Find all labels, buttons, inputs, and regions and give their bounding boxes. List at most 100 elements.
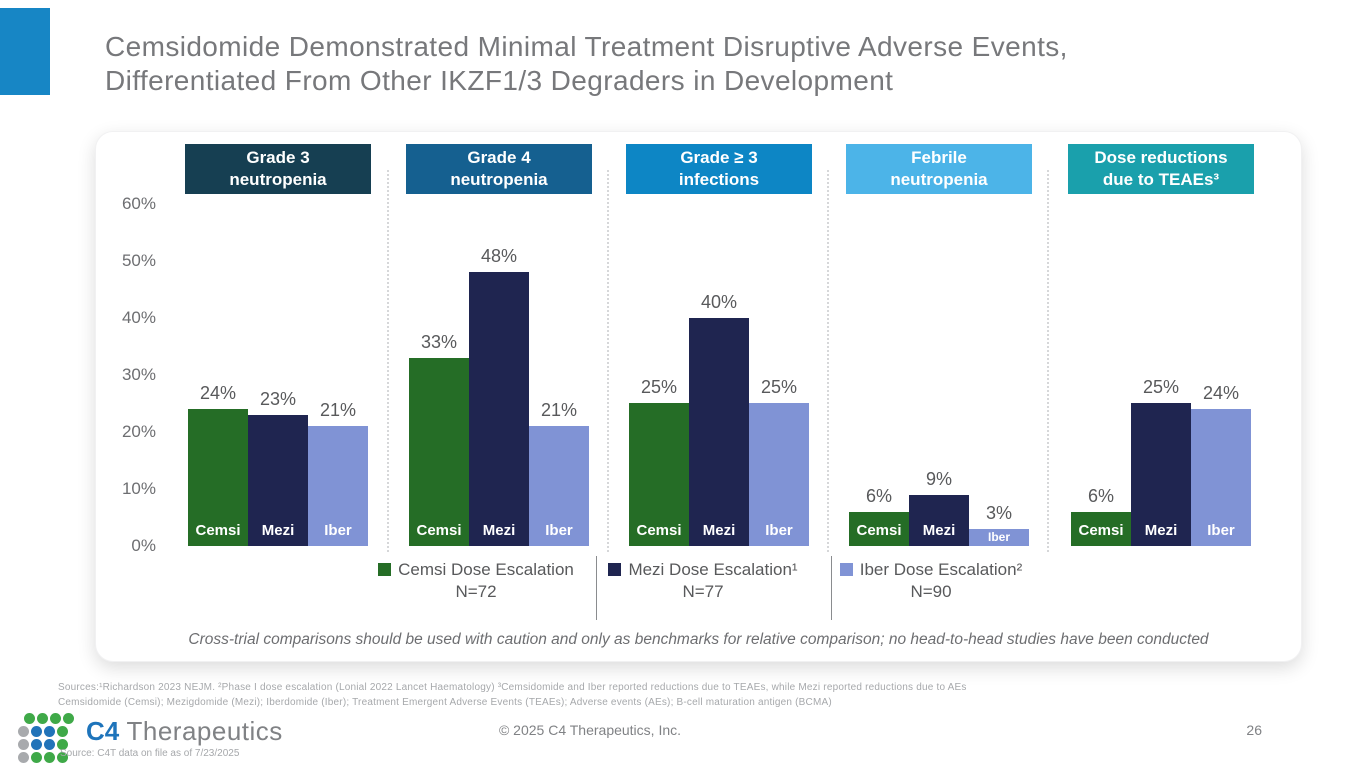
bar-iber: Iber <box>308 426 368 546</box>
chart-card: 60% 50% 40% 30% 20% 10% 0% Grade 3 neutr… <box>95 131 1302 662</box>
panel-febrile-neutropenia: Febrile neutropenia Cemsi Mezi Iber 6% 9… <box>846 144 1032 546</box>
panel-separator <box>607 170 609 552</box>
bar-value-label: 33% <box>420 332 458 352</box>
legend-item-iber: Iber Dose Escalation² N=90 <box>811 559 1051 603</box>
bar-group: Cemsi Mezi Iber 6% 25% 24% <box>1071 204 1251 546</box>
bar-series-label: Mezi <box>702 522 736 539</box>
legend-swatch-mezi <box>608 563 622 576</box>
panel-grade3plus-infections: Grade ≥ 3 infections Cemsi Mezi Iber 25%… <box>626 144 812 546</box>
bar-mezi: Mezi <box>689 318 749 546</box>
c4-therapeutics-logo: C4 Therapeutics <box>86 716 283 747</box>
legend-divider <box>596 556 597 620</box>
accent-bar <box>0 8 50 95</box>
legend-label: Cemsi Dose Escalation <box>398 560 574 579</box>
panel-header: Dose reductions due to TEAEs³ <box>1068 144 1254 194</box>
logo-c4: C4 <box>86 716 120 746</box>
panel-header: Febrile neutropenia <box>846 144 1032 194</box>
bar-value-label: 6% <box>865 486 892 506</box>
bar-cemsi: Cemsi <box>1071 512 1131 546</box>
panel-header-line1: Grade ≥ 3 <box>680 147 758 167</box>
panel-header-line1: Febrile <box>911 147 967 167</box>
caution-note: Cross-trial comparisons should be used w… <box>188 631 1209 648</box>
y-axis-tick: 0% <box>131 536 156 555</box>
panel-header-line1: Dose reductions <box>1094 147 1228 167</box>
bar-iber: Iber <box>529 426 589 546</box>
panel-header: Grade ≥ 3 infections <box>626 144 812 194</box>
legend-swatch-iber <box>839 563 853 576</box>
legend-n: N=90 <box>910 582 952 602</box>
y-axis-tick: 50% <box>121 251 156 270</box>
bar-series-label: Iber <box>987 530 1010 544</box>
panel-dose-reductions: Dose reductions due to TEAEs³ Cemsi Mezi… <box>1068 144 1254 546</box>
panel-separator <box>387 170 389 552</box>
footnote-sources: Sources:¹Richardson 2023 NEJM. ²Phase I … <box>58 682 967 693</box>
bar-value-label: 40% <box>700 292 738 312</box>
y-axis-tick: 60% <box>121 194 156 213</box>
copyright: © 2025 C4 Therapeutics, Inc. <box>498 722 682 738</box>
bar-cemsi: Cemsi <box>629 403 689 546</box>
bar-series-label: Mezi <box>1144 522 1178 539</box>
bar-group: Cemsi Mezi Iber 33% 48% 21% <box>409 204 589 546</box>
bar-value-label: 24% <box>1202 383 1240 403</box>
legend-item-mezi: Mezi Dose Escalation¹ N=77 <box>583 559 823 603</box>
bar-value-label: 3% <box>985 503 1012 523</box>
y-axis-tick: 10% <box>121 479 156 498</box>
bar-iber: Iber <box>1191 409 1251 546</box>
bar-value-label: 48% <box>480 246 518 266</box>
bar-group: Cemsi Mezi Iber 24% 23% 21% <box>188 204 368 546</box>
bar-value-label: 21% <box>540 400 578 420</box>
bar-series-label: Cemsi <box>416 522 462 539</box>
title-line-1: Cemsidomide Demonstrated Minimal Treatme… <box>105 31 1068 62</box>
y-axis-tick: 20% <box>121 422 156 441</box>
bar-value-label: 23% <box>259 389 297 409</box>
bar-cemsi: Cemsi <box>188 409 248 546</box>
footnote-abbreviations: Cemsidomide (Cemsi); Mezigdomide (Mezi);… <box>58 697 832 708</box>
panel-header-line2: neutropenia <box>890 170 988 189</box>
panel-grade4-neutropenia: Grade 4 neutropenia Cemsi Mezi Iber 33% … <box>406 144 592 546</box>
legend-item-cemsi: Cemsi Dose Escalation N=72 <box>356 559 596 603</box>
y-axis-tick: 40% <box>121 308 156 327</box>
legend-label: Iber Dose Escalation² <box>859 560 1023 579</box>
bar-cemsi: Cemsi <box>849 512 909 546</box>
bar-series-label: Iber <box>765 522 793 539</box>
bar-series-label: Iber <box>545 522 573 539</box>
page-number: 26 <box>1246 722 1262 738</box>
panel-header: Grade 4 neutropenia <box>406 144 592 194</box>
bar-iber: Iber <box>969 529 1029 546</box>
bar-iber: Iber <box>749 403 809 546</box>
bar-value-label: 25% <box>640 377 678 397</box>
bar-mezi: Mezi <box>248 415 308 546</box>
logo-therapeutics: Therapeutics <box>126 716 283 746</box>
panel-header-line2: infections <box>678 170 760 189</box>
bar-value-label: 24% <box>199 383 237 403</box>
bar-group: Cemsi Mezi Iber 6% 9% 3% <box>849 204 1029 546</box>
panel-header-line2: neutropenia <box>229 170 327 189</box>
legend-label: Mezi Dose Escalation¹ <box>628 560 798 579</box>
bar-cemsi: Cemsi <box>409 358 469 546</box>
bar-series-label: Mezi <box>922 522 956 539</box>
footnote-data-source: Source: C4T data on file as of 7/23/2025 <box>60 748 240 759</box>
bar-series-label: Cemsi <box>636 522 682 539</box>
bar-series-label: Iber <box>1207 522 1235 539</box>
bar-value-label: 25% <box>1142 377 1180 397</box>
bar-value-label: 9% <box>925 469 952 489</box>
panel-separator <box>827 170 829 552</box>
bar-value-label: 6% <box>1087 486 1114 506</box>
panel-header-line1: Grade 4 <box>467 147 531 167</box>
legend-n: N=77 <box>682 582 724 602</box>
panel-header-line2: due to TEAEs³ <box>1102 170 1220 189</box>
bar-group: Cemsi Mezi Iber 25% 40% 25% <box>629 204 809 546</box>
panel-header-line1: Grade 3 <box>246 147 310 167</box>
bar-mezi: Mezi <box>909 495 969 546</box>
bar-series-label: Mezi <box>482 522 516 539</box>
bar-value-label: 25% <box>760 377 798 397</box>
panel-separator <box>1047 170 1049 552</box>
legend-n: N=72 <box>455 582 497 602</box>
panel-header: Grade 3 neutropenia <box>185 144 371 194</box>
bar-mezi: Mezi <box>1131 403 1191 546</box>
slide-title: Cemsidomide Demonstrated Minimal Treatme… <box>105 30 1068 97</box>
y-axis-tick: 30% <box>121 365 156 384</box>
bar-series-label: Cemsi <box>195 522 241 539</box>
bar-series-label: Mezi <box>261 522 295 539</box>
panel-grade3-neutropenia: Grade 3 neutropenia Cemsi Mezi Iber 24% … <box>185 144 371 546</box>
